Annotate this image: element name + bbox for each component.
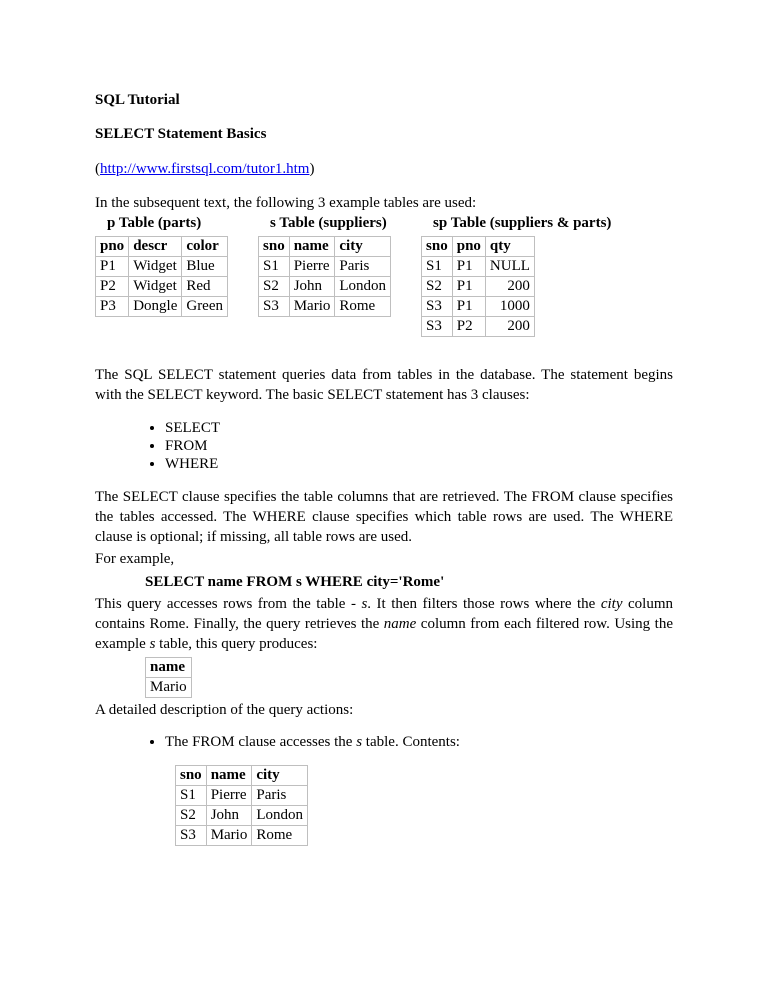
table-row: S1PierreParis <box>176 785 308 805</box>
table-row: S3MarioRome <box>259 297 391 317</box>
col-header: descr <box>129 237 182 257</box>
s-table-title: s Table (suppliers) <box>270 215 391 232</box>
clauses-list: SELECT FROM WHERE <box>95 420 673 473</box>
p-table: pno descr color P1WidgetBlue P2WidgetRed… <box>95 236 228 317</box>
s-contents-table: sno name city S1PierreParis S2JohnLondon… <box>175 765 308 846</box>
list-item: The FROM clause accesses the s table. Co… <box>165 734 673 751</box>
col-header: sno <box>176 765 207 785</box>
table-row: P2WidgetRed <box>96 277 228 297</box>
col-header: city <box>252 765 308 785</box>
table-row: S2P1200 <box>422 277 535 297</box>
table-header-row: sno name city <box>259 237 391 257</box>
list-item: WHERE <box>165 456 673 473</box>
col-header: color <box>182 237 228 257</box>
p-table-block: p Table (parts) pno descr color P1Widget… <box>95 215 228 337</box>
example-tables-row: p Table (parts) pno descr color P1Widget… <box>95 215 673 337</box>
col-header: pno <box>96 237 129 257</box>
col-header: name <box>206 765 252 785</box>
table-row: S3MarioRome <box>176 825 308 845</box>
body-paragraph: The SELECT clause specifies the table co… <box>95 487 673 548</box>
intro-text: In the subsequent text, the following 3 … <box>95 193 673 213</box>
table-row: S3P11000 <box>422 297 535 317</box>
table-row: S3P2200 <box>422 317 535 337</box>
sp-table: sno pno qty S1P1NULL S2P1200 S3P11000 S3… <box>421 236 535 337</box>
table-row: P1WidgetBlue <box>96 257 228 277</box>
list-item: FROM <box>165 438 673 455</box>
page-title: SQL Tutorial <box>95 90 673 110</box>
col-header: pno <box>452 237 485 257</box>
source-link[interactable]: http://www.firstsql.com/tutor1.htm <box>100 161 309 177</box>
table-header-row: sno name city <box>176 765 308 785</box>
paren-close: ) <box>309 161 314 177</box>
document-page: SQL Tutorial SELECT Statement Basics (ht… <box>0 0 768 891</box>
list-item: SELECT <box>165 420 673 437</box>
s-contents-wrap: sno name city S1PierreParis S2JohnLondon… <box>175 765 308 846</box>
col-header: city <box>335 237 391 257</box>
col-header: name <box>289 237 335 257</box>
result-table-wrap: name Mario <box>145 657 673 698</box>
table-row: P3DongleGreen <box>96 297 228 317</box>
table-header-row: sno pno qty <box>422 237 535 257</box>
col-header: name <box>146 657 192 677</box>
body-paragraph: A detailed description of the query acti… <box>95 700 673 720</box>
example-query: SELECT name FROM s WHERE city='Rome' <box>145 572 673 592</box>
body-paragraph: This query accesses rows from the table … <box>95 594 673 655</box>
table-row: S2JohnLondon <box>259 277 391 297</box>
section-heading: SELECT Statement Basics <box>95 124 673 144</box>
actions-list: The FROM clause accesses the s table. Co… <box>95 734 673 751</box>
col-header: qty <box>485 237 534 257</box>
p-table-title: p Table (parts) <box>107 215 228 232</box>
col-header: sno <box>422 237 453 257</box>
table-row: S2JohnLondon <box>176 805 308 825</box>
s-table-block: s Table (suppliers) sno name city S1Pier… <box>258 215 391 337</box>
sp-table-block: sp Table (suppliers & parts) sno pno qty… <box>421 215 611 337</box>
table-header-row: pno descr color <box>96 237 228 257</box>
source-link-line: (http://www.firstsql.com/tutor1.htm) <box>95 159 673 179</box>
s-table: sno name city S1PierreParis S2JohnLondon… <box>258 236 391 317</box>
result-table: name Mario <box>145 657 192 698</box>
col-header: sno <box>259 237 290 257</box>
table-row: S1P1NULL <box>422 257 535 277</box>
table-row: Mario <box>146 677 192 697</box>
table-header-row: name <box>146 657 192 677</box>
sp-table-title: sp Table (suppliers & parts) <box>433 215 611 232</box>
table-row: S1PierreParis <box>259 257 391 277</box>
body-paragraph: The SQL SELECT statement queries data fr… <box>95 365 673 406</box>
for-example-label: For example, <box>95 549 673 569</box>
